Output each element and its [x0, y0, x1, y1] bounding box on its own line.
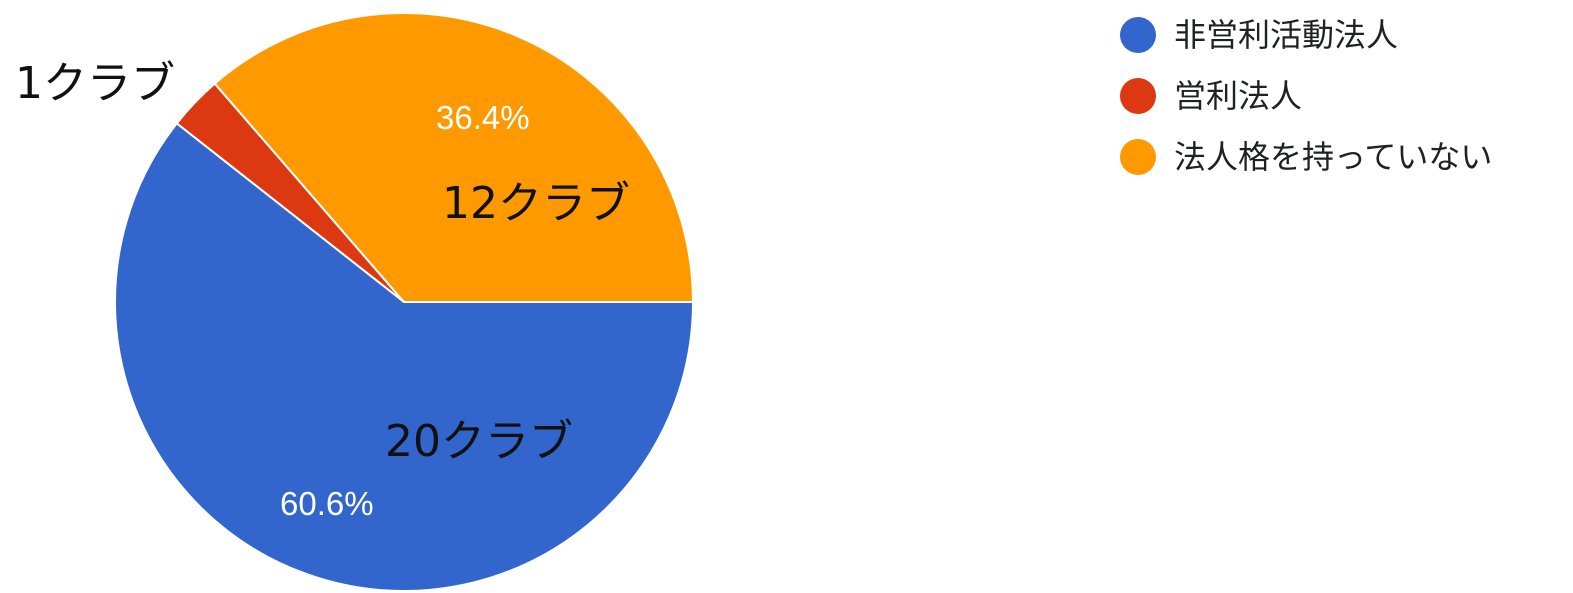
- percent-label-nonprofit: 60.6%: [280, 485, 374, 522]
- legend-marker-no-corporate-status: [1120, 139, 1156, 175]
- pie-slices: [114, 12, 695, 592]
- legend-label-nonprofit: 非営利活動法人: [1174, 16, 1398, 54]
- legend-item: 法人格を持っていない: [1120, 138, 1492, 176]
- pie-labels: 20クラブ 60.6% 1クラブ 36.4% 12クラブ: [15, 58, 630, 522]
- legend-marker-for-profit: [1120, 78, 1156, 114]
- legend: 非営利活動法人 営利法人 法人格を持っていない: [1120, 16, 1492, 176]
- legend-label-no-corporate-status: 法人格を持っていない: [1174, 138, 1492, 176]
- legend-item: 非営利活動法人: [1120, 16, 1398, 54]
- pie-slice-no-corporate-status: [213, 12, 695, 303]
- count-label-nonprofit: 20クラブ: [385, 416, 573, 467]
- percent-label-no-corporate-status: 36.4%: [436, 99, 530, 136]
- pie-slice-nonprofit: [114, 121, 695, 592]
- legend-marker-nonprofit: [1120, 17, 1156, 53]
- count-label-for-profit: 1クラブ: [15, 58, 175, 109]
- count-label-no-corporate-status: 12クラブ: [442, 178, 630, 229]
- legend-label-for-profit: 営利法人: [1174, 77, 1302, 115]
- legend-item: 営利法人: [1120, 77, 1302, 115]
